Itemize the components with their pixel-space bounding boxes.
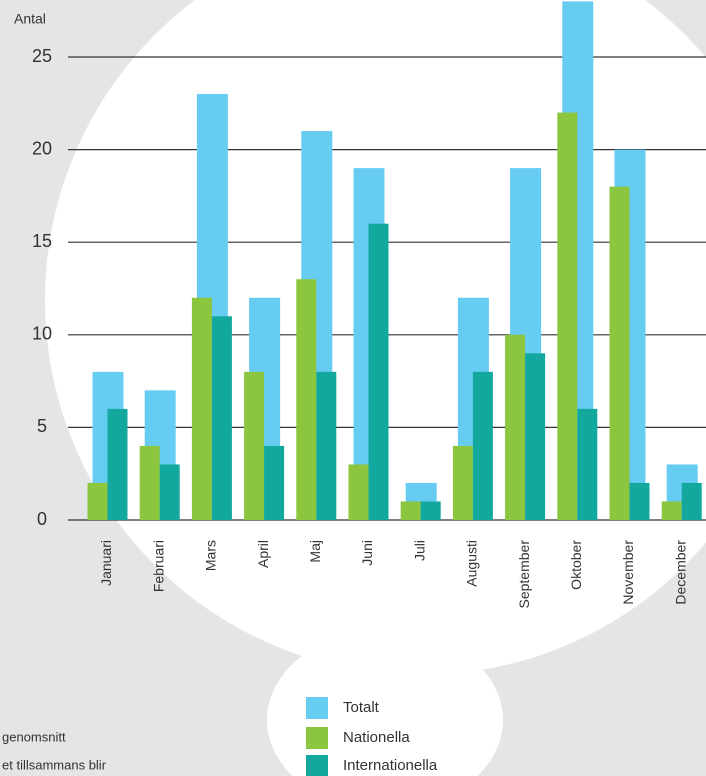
- bar: [139, 445, 160, 520]
- bar: [296, 279, 317, 520]
- y-tick-label: 0: [37, 509, 47, 529]
- bar: [629, 482, 650, 520]
- legend-label: Totalt: [343, 699, 380, 716]
- bar: [661, 501, 682, 520]
- x-tick-label: Juni: [359, 540, 375, 566]
- bar: [577, 408, 598, 520]
- legend-swatch: [306, 697, 328, 719]
- x-tick-label: Oktober: [568, 540, 584, 590]
- bar: [107, 408, 128, 520]
- bar: [505, 334, 526, 520]
- x-tick-label: Augusti: [464, 540, 480, 587]
- bar: [557, 112, 578, 520]
- bar: [420, 501, 441, 520]
- x-tick-label: Juli: [411, 540, 427, 561]
- bar: [452, 445, 473, 520]
- bar: [316, 371, 337, 520]
- x-tick-label: Januari: [98, 540, 114, 586]
- bar: [159, 464, 180, 520]
- bar: [264, 445, 285, 520]
- y-tick-label: 25: [32, 46, 52, 66]
- x-tick-label: November: [620, 540, 636, 605]
- legend-swatch: [306, 755, 328, 776]
- text-fragment: et tillsammans blir: [2, 757, 107, 772]
- x-tick-label: December: [672, 540, 688, 605]
- bar: [348, 464, 369, 520]
- legend-label: Internationella: [343, 757, 438, 774]
- bar: [525, 353, 546, 520]
- bar: [472, 371, 493, 520]
- bar: [609, 186, 630, 520]
- y-tick-label: 10: [32, 324, 52, 344]
- x-tick-label: September: [516, 540, 532, 609]
- bar: [681, 482, 702, 520]
- x-tick-label: Februari: [150, 540, 166, 592]
- bar: [400, 501, 421, 520]
- y-tick-label: 15: [32, 231, 52, 251]
- bar: [87, 482, 108, 520]
- legend-label: Nationella: [343, 729, 410, 746]
- bar: [211, 316, 232, 520]
- text-fragment: genomsnitt: [2, 729, 66, 744]
- bar: [191, 297, 212, 520]
- x-tick-label: Maj: [307, 540, 323, 563]
- legend-swatch: [306, 727, 328, 749]
- bar: [244, 371, 265, 520]
- y-tick-label: 20: [32, 138, 52, 158]
- y-tick-label: 5: [37, 416, 47, 436]
- bar: [368, 223, 389, 520]
- y-axis-label: Antal: [14, 11, 46, 27]
- x-tick-label: Mars: [203, 540, 219, 571]
- x-tick-label: April: [255, 540, 271, 568]
